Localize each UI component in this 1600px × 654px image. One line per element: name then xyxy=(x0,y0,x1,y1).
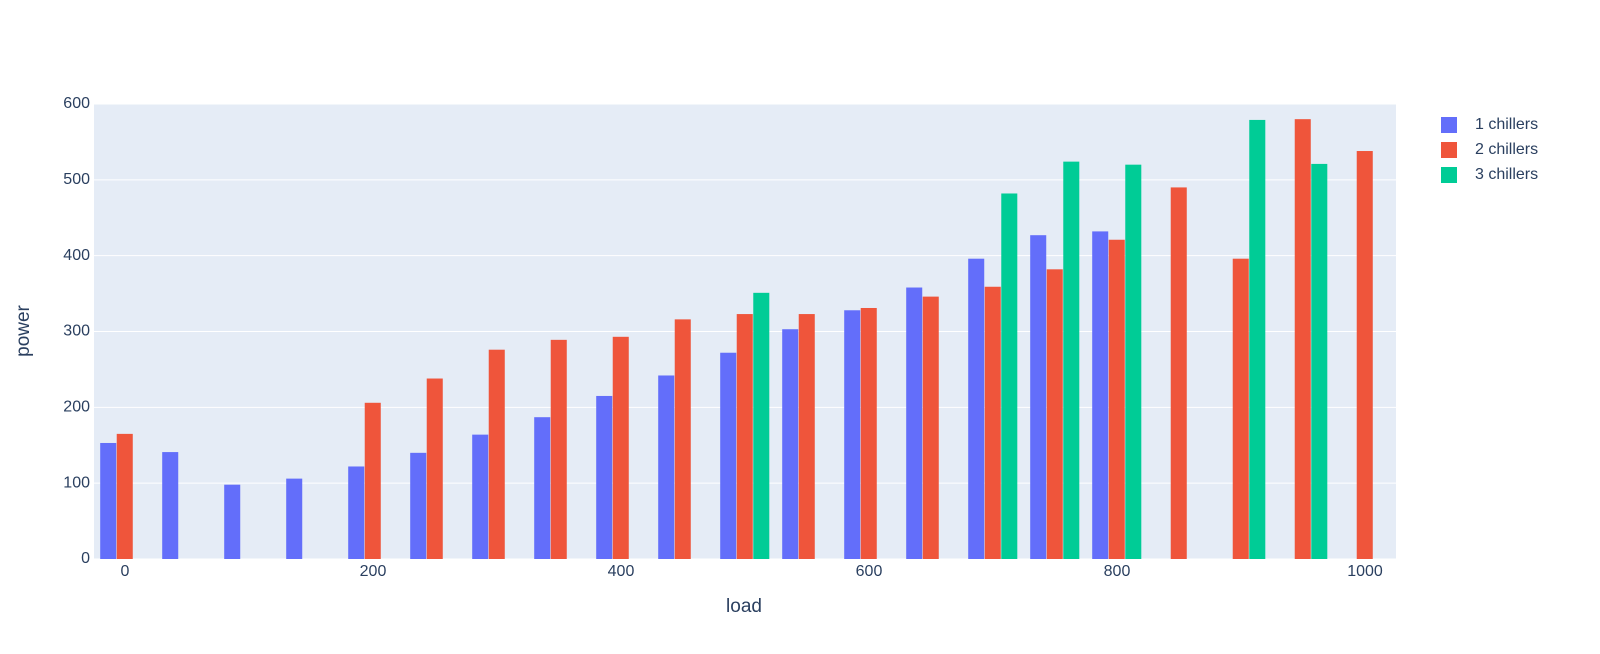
y-tick-label: 500 xyxy=(63,171,90,188)
bar xyxy=(968,258,985,559)
bar xyxy=(1108,239,1125,559)
legend-label: 1 chillers xyxy=(1475,116,1538,133)
bar xyxy=(720,352,737,559)
bar xyxy=(1046,269,1063,559)
bar xyxy=(798,314,815,559)
bar xyxy=(1063,161,1080,559)
y-axis-title: power xyxy=(13,304,34,356)
bar xyxy=(596,395,613,559)
legend-swatch xyxy=(1441,117,1457,133)
x-tick-label: 800 xyxy=(1104,563,1131,580)
bar xyxy=(550,339,567,559)
bar xyxy=(906,287,923,559)
bar xyxy=(224,484,241,559)
bar xyxy=(348,466,365,559)
bar xyxy=(1170,187,1187,559)
legend-swatch xyxy=(1441,167,1457,183)
bar xyxy=(674,319,691,559)
y-tick-label: 200 xyxy=(63,399,90,416)
bar xyxy=(1001,193,1018,559)
bar xyxy=(488,349,505,559)
bar xyxy=(984,286,1001,559)
bar xyxy=(1125,164,1142,559)
y-tick-label: 100 xyxy=(63,474,90,491)
bar xyxy=(753,292,770,559)
bar xyxy=(1030,235,1047,560)
x-axis-title: load xyxy=(726,596,762,617)
bar xyxy=(782,329,799,559)
bar xyxy=(1092,231,1109,559)
bar xyxy=(612,336,629,559)
bar xyxy=(844,310,861,559)
x-tick-label: 0 xyxy=(121,563,130,580)
bar xyxy=(1311,163,1328,560)
y-tick-label: 400 xyxy=(63,247,90,264)
x-tick-label: 600 xyxy=(856,563,883,580)
y-tick-label: 600 xyxy=(63,95,90,112)
bar xyxy=(162,452,179,559)
bar xyxy=(860,307,877,559)
x-tick-label: 1000 xyxy=(1347,563,1383,580)
bar xyxy=(410,452,427,559)
bar xyxy=(472,434,489,559)
legend-swatch xyxy=(1441,142,1457,158)
bar xyxy=(534,417,551,559)
bar xyxy=(1249,119,1266,560)
x-tick-label: 200 xyxy=(360,563,387,580)
bar xyxy=(1356,151,1373,559)
bar xyxy=(1294,119,1311,560)
legend-label: 3 chillers xyxy=(1475,166,1538,183)
bar xyxy=(116,433,133,559)
y-tick-label: 300 xyxy=(63,323,90,340)
bar xyxy=(1232,258,1249,559)
bar xyxy=(286,478,303,559)
legend-label: 2 chillers xyxy=(1475,141,1538,158)
bar xyxy=(658,375,675,559)
bar xyxy=(426,378,443,559)
bar xyxy=(100,442,117,559)
x-tick-label: 400 xyxy=(608,563,635,580)
y-tick-label: 0 xyxy=(81,550,90,567)
bar xyxy=(364,402,381,559)
bar xyxy=(736,314,753,559)
bar xyxy=(922,296,939,559)
